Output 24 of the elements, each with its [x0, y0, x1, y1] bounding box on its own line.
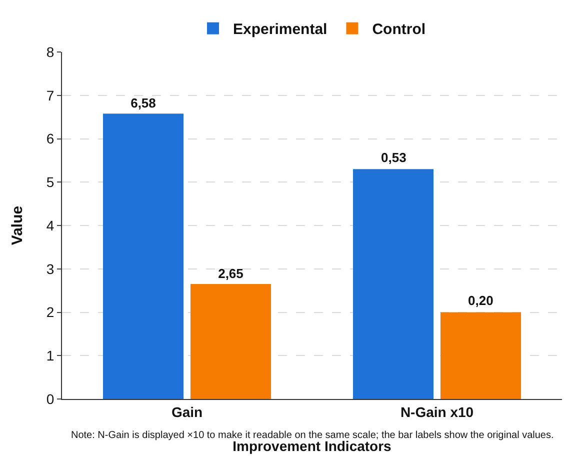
data-label: 2,65 — [218, 266, 244, 282]
text: Note: N-Gain is displayed ×10 to make it readable on the same scale; the bar labels show the original values. — [71, 430, 554, 441]
annotation: 0,20 — [468, 293, 494, 308]
y-tick-label: 0 — [46, 390, 54, 407]
legend-label: Experimental — [233, 21, 328, 38]
x-tick-label: N-Gain x10 — [400, 404, 474, 420]
y-tick-label: 2 — [46, 304, 54, 320]
annotation: 0,53 — [381, 150, 406, 165]
y-tick-label: 3 — [46, 260, 54, 277]
y-tick-label: 4 — [46, 217, 54, 234]
y-tick-label: 6 — [46, 130, 54, 147]
y-tick-label: 8 — [46, 44, 54, 60]
y-axis-title: Value — [9, 206, 26, 246]
bar — [190, 284, 271, 399]
bar — [353, 169, 434, 399]
y-tick-label: 5 — [46, 174, 54, 190]
y-tick-label: 1 — [46, 348, 54, 364]
data-label: 6,58 — [130, 96, 156, 111]
x-axis-title: Improvement Indicators — [232, 438, 392, 454]
bar — [440, 312, 521, 399]
y-tick-label: 7 — [46, 87, 54, 104]
x-tick-label: Gain — [171, 404, 203, 420]
bar — [103, 114, 184, 399]
legend-label: Control — [372, 21, 426, 38]
